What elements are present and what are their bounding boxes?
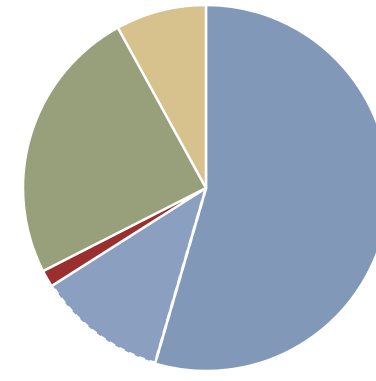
pie-slice-5 xyxy=(116,3,208,190)
dashed-slice-divider xyxy=(153,187,208,365)
pie-slices xyxy=(21,3,376,373)
pie-slice-1 xyxy=(153,3,376,373)
dashed-slice-edge xyxy=(51,284,156,364)
pie-slice-4 xyxy=(21,26,208,273)
